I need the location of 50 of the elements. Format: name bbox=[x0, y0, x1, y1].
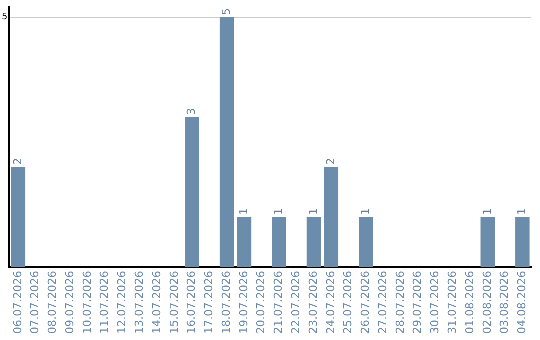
data-label: 2 bbox=[11, 158, 24, 166]
x-tick-label: 29.07.2026 bbox=[411, 271, 424, 334]
x-tick-label: 20.07.2026 bbox=[254, 271, 268, 334]
bar bbox=[185, 117, 200, 268]
bar bbox=[480, 217, 496, 268]
x-tick-label: 09.07.2026 bbox=[63, 271, 76, 334]
data-label: 1 bbox=[306, 208, 320, 216]
x-tick-label: 07.07.2026 bbox=[28, 271, 42, 334]
x-tick-label: 21.07.2026 bbox=[272, 271, 286, 334]
x-tick-label: 08.07.2026 bbox=[46, 271, 60, 334]
x-tick-label: 16.07.2026 bbox=[185, 271, 198, 334]
data-label: 3 bbox=[185, 108, 198, 116]
x-tick-label: 12.07.2026 bbox=[116, 271, 129, 334]
x-tick-label: 25.07.2026 bbox=[342, 271, 355, 334]
x-tick-label: 22.07.2026 bbox=[289, 271, 302, 334]
x-tick-label: 30.07.2026 bbox=[428, 271, 442, 334]
x-tick-label: 03.08.2026 bbox=[498, 271, 512, 334]
data-label: 1 bbox=[480, 208, 494, 216]
bar bbox=[11, 167, 26, 268]
data-label: 1 bbox=[359, 208, 372, 216]
x-tick-label: 26.07.2026 bbox=[359, 271, 372, 334]
x-tick-label: 13.07.2026 bbox=[132, 271, 146, 334]
bar bbox=[237, 217, 252, 268]
x-tick-label: 27.07.2026 bbox=[376, 271, 390, 334]
data-label: 2 bbox=[324, 158, 338, 166]
x-tick-label: 10.07.2026 bbox=[80, 271, 94, 334]
data-label: 1 bbox=[237, 208, 250, 216]
x-tick-label: 06.07.2026 bbox=[11, 271, 24, 334]
bar bbox=[324, 167, 339, 268]
bar bbox=[359, 217, 374, 268]
bar bbox=[220, 17, 234, 268]
data-label: 1 bbox=[516, 208, 529, 216]
data-label: 1 bbox=[272, 208, 286, 216]
bar bbox=[306, 217, 322, 268]
x-tick-label: 02.08.2026 bbox=[480, 271, 494, 334]
x-tick-label: 18.07.2026 bbox=[220, 271, 233, 334]
x-tick-label: 17.07.2026 bbox=[202, 271, 216, 334]
bar bbox=[516, 217, 530, 268]
x-tick-label: 11.07.2026 bbox=[98, 271, 112, 334]
x-tick-label: 19.07.2026 bbox=[237, 271, 250, 334]
x-tick-label: 24.07.2026 bbox=[324, 271, 338, 334]
x-tick-label: 15.07.2026 bbox=[168, 271, 181, 334]
data-label: 5 bbox=[220, 8, 233, 16]
bar bbox=[272, 217, 286, 268]
x-tick-label: 23.07.2026 bbox=[306, 271, 320, 334]
x-tick-label: 01.08.2026 bbox=[463, 271, 476, 334]
x-tick-label: 31.07.2026 bbox=[446, 271, 459, 334]
x-tick-label: 04.08.2026 bbox=[516, 271, 529, 334]
x-tick-label: 28.07.2026 bbox=[394, 271, 407, 334]
x-tick-label: 14.07.2026 bbox=[150, 271, 164, 334]
